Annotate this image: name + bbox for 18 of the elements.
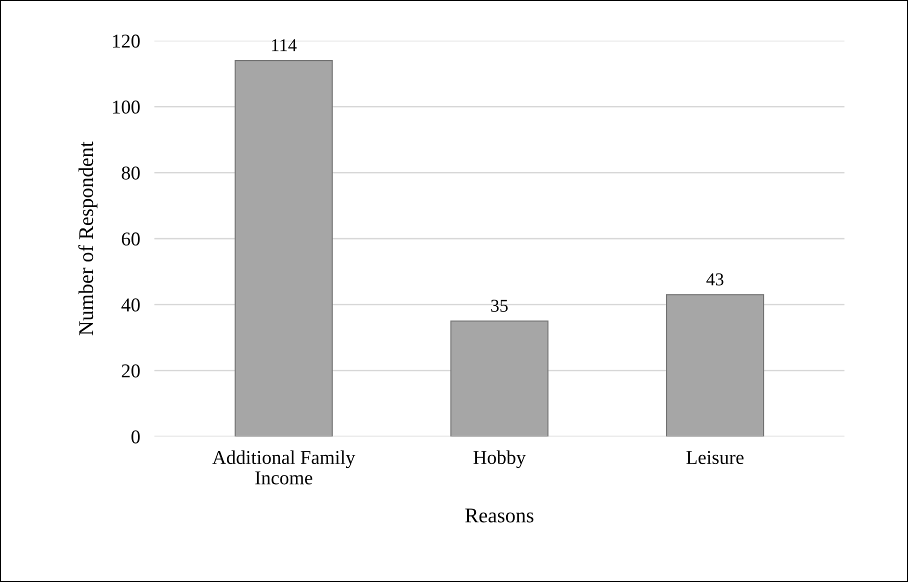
bar	[450, 320, 548, 436]
bar	[666, 294, 764, 436]
y-axis-title: Number of Respondent	[78, 142, 98, 336]
y-tick-label: 60	[122, 232, 140, 246]
y-tick-label: 80	[122, 166, 140, 180]
x-axis-title: Reasons	[465, 508, 534, 523]
data-label: 35	[491, 300, 508, 312]
data-label: 43	[706, 273, 724, 286]
y-tick-label: 20	[122, 364, 140, 378]
x-tick-label: Leisure	[686, 451, 744, 464]
y-tick-label: 120	[113, 34, 140, 48]
y-tick-label: 100	[113, 100, 140, 114]
x-tick-label: Additional Family Income	[212, 450, 356, 484]
y-tick-label: 40	[121, 298, 140, 312]
bar	[234, 60, 333, 436]
data-label: 114	[272, 39, 297, 52]
x-tick-label: Hobby	[473, 450, 526, 468]
y-tick-label: 0	[131, 430, 140, 444]
